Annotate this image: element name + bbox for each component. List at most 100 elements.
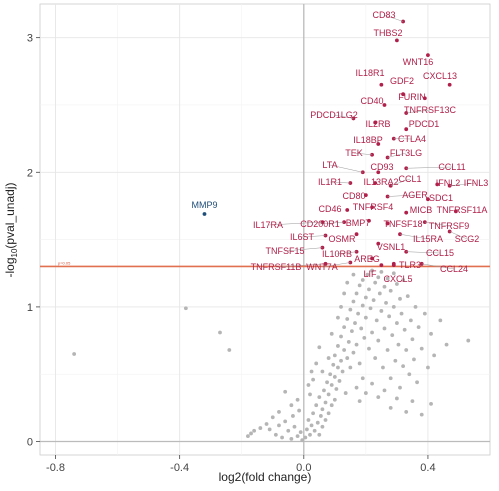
point-micb bbox=[404, 210, 409, 215]
point-osmr bbox=[354, 232, 359, 237]
point-cxcl13 bbox=[447, 82, 452, 87]
label-leader-tnfsf15 bbox=[284, 247, 323, 252]
gene-label-tnfrsf4: TNFRSF4 bbox=[353, 202, 394, 212]
gene-label-il18r1: IL18R1 bbox=[355, 68, 384, 78]
point-nonsignificant bbox=[326, 356, 331, 360]
label-leader-scg2 bbox=[449, 231, 468, 240]
x-tick-label: -0.8 bbox=[46, 462, 65, 474]
gene-label-tnfrsf11b: TNFRSF11B bbox=[251, 262, 302, 272]
point-nonsignificant bbox=[323, 400, 328, 405]
point-nonsignificant bbox=[311, 377, 316, 382]
upregulated-points bbox=[320, 19, 458, 268]
gene-label-cd83: CD83 bbox=[372, 10, 395, 20]
point-cd80 bbox=[363, 193, 368, 198]
point-nonsignificant bbox=[339, 334, 343, 339]
point-nonsignificant bbox=[332, 353, 337, 358]
point-nonsignificant bbox=[354, 291, 359, 296]
point-nonsignificant bbox=[348, 365, 353, 370]
point-lif bbox=[379, 263, 384, 268]
point-nonsignificant bbox=[399, 311, 404, 316]
point-nonsignificant bbox=[363, 295, 368, 300]
gene-label-cd93: CD93 bbox=[370, 162, 393, 172]
gene-label-cxcl13: CXCL13 bbox=[423, 71, 457, 81]
zero-lines bbox=[40, 4, 490, 455]
point-nonsignificant bbox=[336, 365, 340, 370]
point-nonsignificant bbox=[295, 434, 300, 439]
point-nonsignificant bbox=[298, 430, 303, 435]
point-nonsignificant bbox=[404, 410, 409, 414]
point-nonsignificant bbox=[277, 423, 281, 428]
point-nonsignificant bbox=[401, 364, 406, 369]
point-bmp7 bbox=[367, 218, 371, 223]
point-nonsignificant bbox=[410, 337, 415, 342]
gene-label-tek: TEK bbox=[345, 148, 363, 158]
point-nonsignificant bbox=[357, 283, 362, 288]
point-nonsignificant bbox=[252, 428, 257, 433]
point-cd93 bbox=[376, 170, 381, 175]
gene-label-il10rb: IL10RB bbox=[322, 249, 352, 259]
label-leader-wnt7a bbox=[321, 262, 351, 268]
point-nonsignificant bbox=[387, 314, 392, 319]
x-axis-ticks: -0.8 -0.4 0.0 0.4 bbox=[46, 455, 436, 474]
point-nonsignificant bbox=[283, 419, 288, 424]
point-nonsignificant bbox=[385, 276, 390, 281]
gene-label-cd46: CD46 bbox=[318, 204, 341, 214]
point-nonsignificant bbox=[404, 348, 409, 352]
point-nonsignificant bbox=[183, 306, 188, 311]
point-areg bbox=[370, 256, 374, 261]
point-nonsignificant bbox=[249, 431, 253, 436]
gene-label-ccl15: CCL15 bbox=[426, 248, 454, 258]
point-nonsignificant bbox=[273, 432, 278, 437]
point-wnt16 bbox=[426, 53, 430, 58]
point-nonsignificant bbox=[323, 418, 328, 422]
point-tnfrsf11a bbox=[453, 209, 458, 214]
point-nonsignificant bbox=[339, 305, 343, 309]
point-nonsignificant bbox=[394, 396, 399, 401]
point-nonsignificant bbox=[332, 397, 337, 402]
y-tick-label: 3 bbox=[27, 33, 33, 45]
point-ifnl3 bbox=[447, 183, 452, 188]
point-nonsignificant bbox=[318, 414, 323, 418]
point-nonsignificant bbox=[382, 326, 387, 331]
point-cd46 bbox=[345, 208, 350, 212]
point-nonsignificant bbox=[466, 338, 471, 343]
point-nonsignificant bbox=[348, 307, 353, 312]
point-tek bbox=[370, 152, 374, 157]
y-axis-title-subscript: 10 bbox=[10, 248, 19, 257]
gene-label-gdf2: GDF2 bbox=[390, 76, 414, 86]
label-leader-ccl15 bbox=[406, 251, 441, 254]
y-axis-title: -log10(pval_unadj) bbox=[3, 183, 19, 278]
x-tick-label: 0.0 bbox=[296, 462, 311, 474]
point-nonsignificant bbox=[326, 411, 331, 416]
point-nonsignificant bbox=[280, 435, 284, 440]
point-nonsignificant bbox=[346, 340, 351, 344]
point-nonsignificant bbox=[349, 329, 354, 334]
y-tick-label: 0 bbox=[27, 437, 33, 449]
point-nonsignificant bbox=[429, 331, 433, 336]
point-nonsignificant bbox=[309, 369, 314, 374]
gene-label-micb: MICB bbox=[410, 205, 433, 215]
point-nonsignificant bbox=[351, 350, 356, 355]
point-nonsignificant bbox=[283, 389, 288, 394]
point-nonsignificant bbox=[362, 335, 367, 340]
gene-label-wnt16: WNT16 bbox=[403, 57, 434, 67]
gene-label-bmp7: BMP7 bbox=[346, 218, 371, 228]
y-axis-ticks: 0 1 2 3 bbox=[27, 33, 40, 449]
point-il18bp bbox=[376, 142, 381, 146]
point-nonsignificant bbox=[306, 418, 311, 422]
point-flt3lg bbox=[385, 155, 390, 160]
point-nonsignificant bbox=[258, 426, 263, 430]
label-leader-ager bbox=[387, 194, 416, 197]
label-leader-ccl1 bbox=[390, 178, 411, 186]
gene-label-il2rb: IL2RB bbox=[365, 119, 390, 129]
gene-label-il15ra: IL15RA bbox=[413, 234, 443, 244]
gene-label-scg2: SCG2 bbox=[455, 234, 480, 244]
point-nonsignificant bbox=[326, 392, 331, 397]
point-nonsignificant bbox=[340, 369, 345, 374]
point-nonsignificant bbox=[336, 315, 340, 320]
point-nonsignificant bbox=[388, 288, 393, 293]
panel-background bbox=[39, 3, 491, 456]
point-nonsignificant bbox=[322, 388, 326, 393]
point-nonsignificant bbox=[388, 405, 393, 410]
label-leader-ccl24 bbox=[421, 263, 455, 270]
